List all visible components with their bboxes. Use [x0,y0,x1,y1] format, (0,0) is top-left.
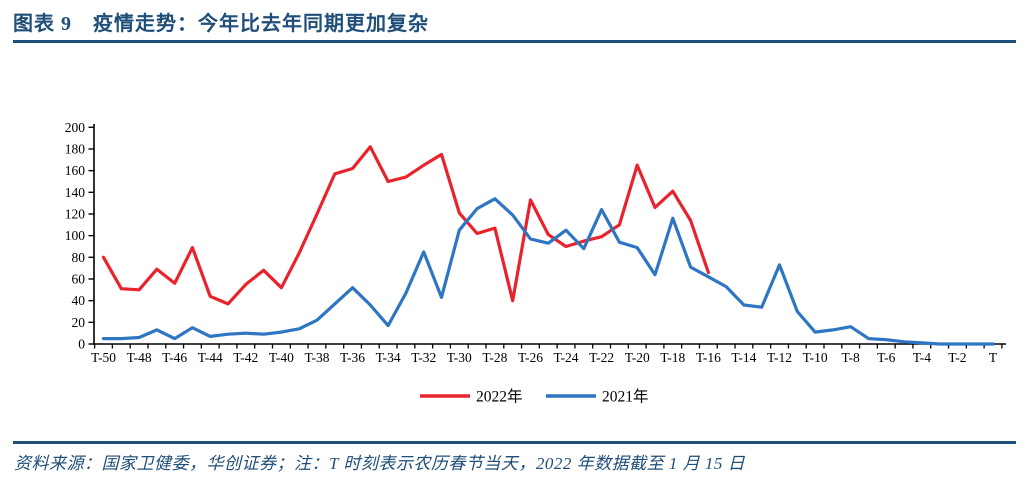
x-axis-label: T-38 [304,350,329,365]
legend-label: 2022年 [476,388,523,406]
y-axis-label: 180 [65,141,86,156]
x-axis-label: T-42 [233,350,258,365]
x-axis-label: T-36 [340,350,365,365]
x-axis-label: T-10 [803,350,828,365]
legend-label: 2021年 [602,388,649,406]
x-axis-label: T-48 [127,350,152,365]
x-axis-label: T-28 [482,350,507,365]
y-axis-label: 160 [65,163,86,178]
x-axis-label: T-24 [554,350,579,365]
epidemic-trend-line-chart: 0 20 40 60 80 100 120 140 160 180 200 T-50 T-48 T-46 T… [65,120,1006,406]
source-note: 资料来源：国家卫健委，华创证券；注：T 时刻表示农历春节当天，2022 年数据截… [14,454,746,473]
x-axis-label: T-12 [767,350,792,365]
x-axis-label: T-4 [913,350,932,365]
x-axis-label: T-18 [660,350,685,365]
y-axis-label: 40 [72,293,86,308]
x-axis-label: T-50 [91,350,116,365]
x-axis-label: T-32 [411,350,436,365]
x-axis-label: T-22 [589,350,614,365]
y-axis-label: 140 [65,185,86,200]
x-axis-label: T-30 [447,350,472,365]
y-axis-label: 80 [72,250,86,265]
y-axis-label: 0 [78,337,85,352]
chart-title: 图表 9 疫情走势：今年比去年同期更加复杂 [13,13,429,35]
y-axis-label: 20 [72,315,86,330]
x-axis-label: T-40 [269,350,294,365]
title-divider-rule [13,40,1016,43]
x-axis-label: T-26 [518,350,543,365]
x-axis-label: T-2 [948,350,966,365]
x-axis-label: T-20 [625,350,650,365]
x-axis-label: T-6 [877,350,896,365]
x-axis-label: T-34 [376,350,401,365]
legend-item: 2022年 [420,388,523,406]
x-axis-label: T-16 [696,350,721,365]
legend-item: 2021年 [546,388,649,406]
y-axis-label: 60 [72,271,86,286]
x-axis-label: T-46 [162,350,187,365]
x-axis-label: T-44 [198,350,223,365]
footer-divider-rule [13,441,1016,444]
x-axis-label: T-14 [731,350,756,365]
y-axis-label: 200 [65,120,86,135]
x-axis-label: T-8 [842,350,861,365]
y-axis-label: 120 [65,206,86,221]
y-axis-label: 100 [65,228,86,243]
x-axis-label: T [989,350,998,365]
series-line-2022年 [101,145,711,306]
series-line-2021年 [101,197,995,346]
